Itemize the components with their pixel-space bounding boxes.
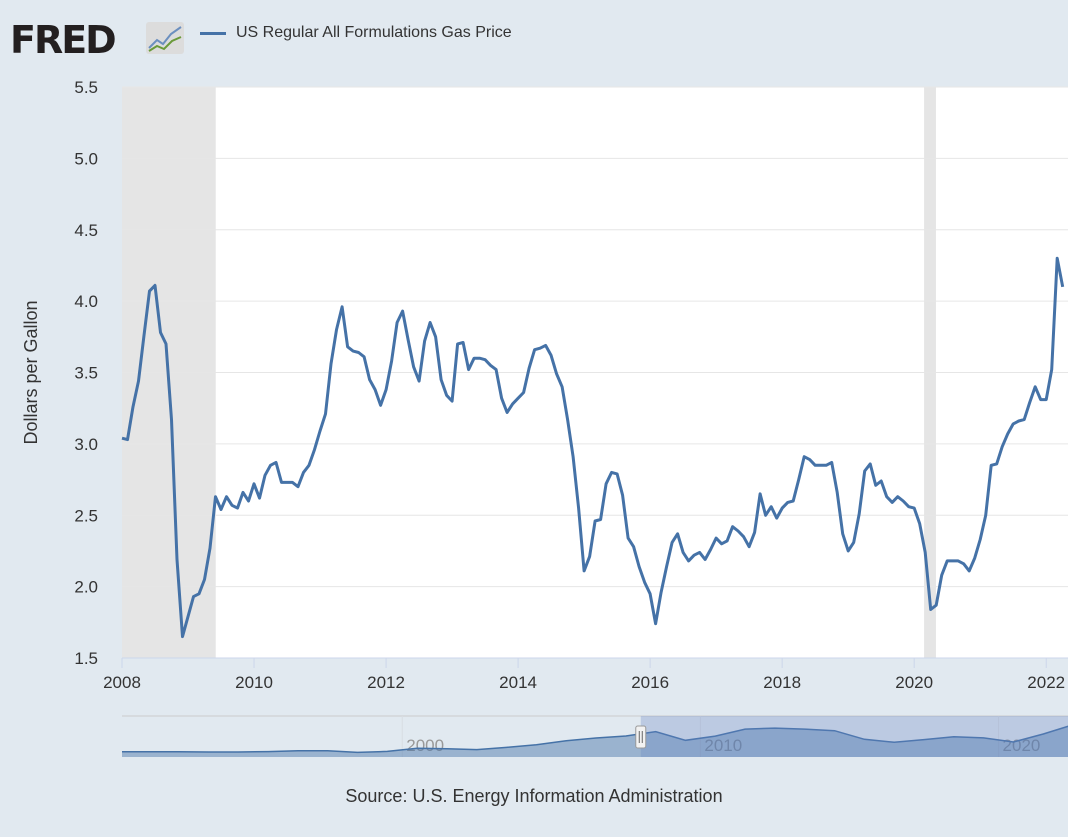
x-tick-label: 2020 — [895, 673, 933, 692]
y-tick-label: 5.0 — [74, 149, 98, 168]
x-tick-label: 2014 — [499, 673, 537, 692]
legend-label: US Regular All Formulations Gas Price — [236, 24, 512, 41]
series-line — [121, 256, 1065, 639]
y-tick-label: 2.0 — [74, 578, 98, 597]
legend-swatch — [200, 31, 226, 35]
fred-logo[interactable]: FRED — [10, 18, 117, 62]
chart: 1.5 2.0 2.5 3.0 3.5 4.0 4.5 5.0 5.5 2008 2010 2012 2… — [21, 78, 1068, 757]
y-tick-label: 3.5 — [74, 364, 98, 383]
x-tick-label: 2018 — [763, 673, 801, 692]
x-tick-label: 2016 — [631, 673, 669, 692]
x-tick-label: 2012 — [367, 673, 405, 692]
navigator-area — [122, 724, 1068, 757]
y-tick-label: 4.5 — [74, 221, 98, 240]
navigator-handle[interactable] — [635, 725, 647, 749]
navigator-line — [122, 725, 1068, 754]
navigator-tick-label: 2000 — [406, 736, 444, 755]
y-tick-label: 4.0 — [74, 292, 98, 311]
navigator-tick-label: 2010 — [704, 736, 742, 755]
chart-logo-icon — [146, 22, 184, 54]
legend-item[interactable]: US Regular All Formulations Gas Price — [200, 24, 512, 42]
y-tick-label: 1.5 — [74, 649, 98, 668]
y-tick-label: 2.5 — [74, 506, 98, 525]
y-tick-label: 3.0 — [74, 435, 98, 454]
x-tick-label: 2010 — [235, 673, 273, 692]
y-axis-title: Dollars per Gallon — [21, 300, 41, 444]
y-tick-label: 5.5 — [74, 78, 98, 97]
navigator-tick-label: 2020 — [1003, 736, 1041, 755]
x-tick-label: 2022 — [1027, 673, 1065, 692]
source-note: Source: U.S. Energy Information Administ… — [345, 786, 723, 806]
navigator-selection[interactable] — [640, 716, 1068, 757]
x-tick-label: 2008 — [103, 673, 141, 692]
